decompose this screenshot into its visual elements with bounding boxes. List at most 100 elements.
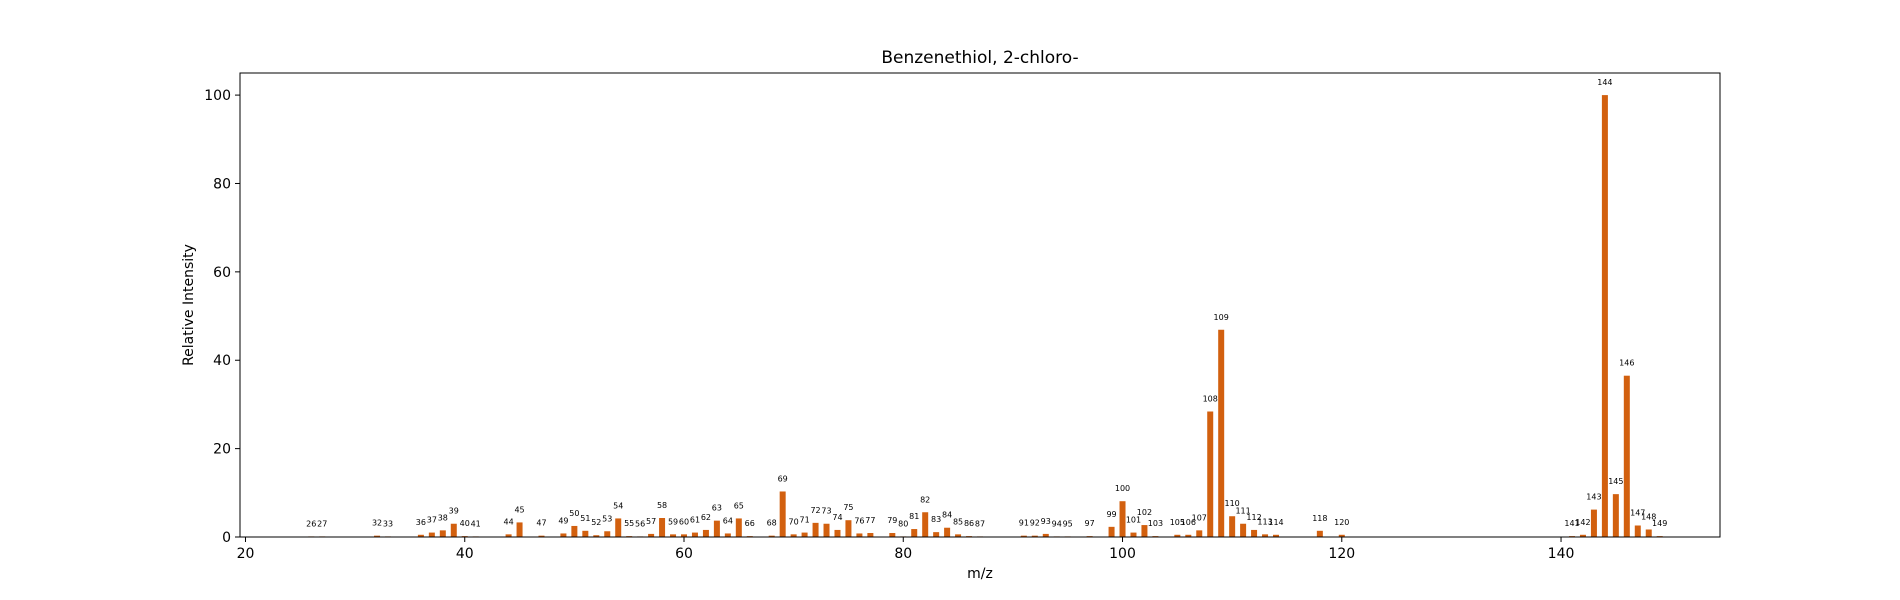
bar-mz-57 bbox=[648, 533, 655, 537]
peak-label-106: 106 bbox=[1181, 518, 1196, 527]
bar-mz-144 bbox=[1601, 95, 1608, 537]
bar-mz-71 bbox=[801, 532, 808, 537]
peak-label-68: 68 bbox=[767, 519, 777, 528]
bar-mz-50 bbox=[571, 525, 578, 537]
peak-label-81: 81 bbox=[909, 512, 919, 521]
bar-mz-99 bbox=[1108, 526, 1115, 537]
bar-mz-111 bbox=[1240, 523, 1247, 537]
peak-label-77: 77 bbox=[865, 516, 875, 525]
peak-label-40: 40 bbox=[460, 519, 470, 528]
bar-mz-68 bbox=[768, 535, 775, 537]
peak-label-120: 120 bbox=[1334, 518, 1349, 527]
peak-label-143: 143 bbox=[1586, 493, 1601, 502]
peak-label-75: 75 bbox=[843, 503, 853, 512]
bar-mz-91 bbox=[1020, 535, 1027, 537]
peak-label-105: 105 bbox=[1170, 518, 1185, 527]
bar-mz-108 bbox=[1207, 411, 1214, 537]
peak-label-84: 84 bbox=[942, 511, 952, 520]
peak-label-93: 93 bbox=[1041, 517, 1051, 526]
bar-mz-107 bbox=[1196, 530, 1203, 537]
peak-label-45: 45 bbox=[514, 505, 524, 514]
bar-mz-47 bbox=[538, 535, 545, 537]
y-tick-label: 40 bbox=[213, 353, 231, 369]
peak-label-71: 71 bbox=[799, 516, 809, 525]
bar-mz-85 bbox=[955, 534, 962, 537]
peak-label-91: 91 bbox=[1019, 519, 1029, 528]
bar-mz-113 bbox=[1262, 534, 1269, 537]
bar-mz-83 bbox=[933, 532, 940, 537]
peak-label-55: 55 bbox=[624, 519, 634, 528]
x-tick-label: 60 bbox=[675, 546, 693, 562]
peak-label-62: 62 bbox=[701, 513, 711, 522]
bar-mz-146 bbox=[1623, 375, 1630, 537]
peak-label-147: 147 bbox=[1630, 509, 1645, 518]
x-tick-label: 140 bbox=[1548, 546, 1575, 562]
peak-label-33: 33 bbox=[383, 519, 393, 528]
bar-mz-82 bbox=[922, 512, 929, 537]
peak-label-72: 72 bbox=[810, 506, 820, 515]
peak-label-142: 142 bbox=[1575, 518, 1590, 527]
peak-label-145: 145 bbox=[1608, 477, 1623, 486]
bar-mz-49 bbox=[560, 533, 567, 537]
peak-label-65: 65 bbox=[734, 501, 744, 510]
peak-label-63: 63 bbox=[712, 504, 722, 513]
peak-label-50: 50 bbox=[569, 509, 579, 518]
bar-mz-120 bbox=[1338, 534, 1345, 537]
bar-mz-60 bbox=[681, 534, 687, 537]
peak-label-102: 102 bbox=[1137, 508, 1152, 517]
peak-label-52: 52 bbox=[591, 518, 601, 527]
peak-label-73: 73 bbox=[821, 507, 831, 516]
peak-label-92: 92 bbox=[1030, 519, 1040, 528]
bar-mz-61 bbox=[691, 532, 698, 537]
peak-label-60: 60 bbox=[679, 517, 689, 526]
bar-mz-54 bbox=[615, 518, 622, 537]
peak-label-94: 94 bbox=[1052, 519, 1062, 528]
bar-mz-114 bbox=[1273, 534, 1279, 537]
bar-mz-84 bbox=[944, 527, 951, 537]
peak-label-57: 57 bbox=[646, 517, 656, 526]
x-tick-label: 80 bbox=[894, 546, 912, 562]
bar-mz-51 bbox=[582, 530, 589, 537]
chart-title: Benzenethiol, 2-chloro- bbox=[881, 48, 1078, 68]
x-tick-label: 100 bbox=[1109, 546, 1136, 562]
bar-mz-100 bbox=[1119, 501, 1126, 537]
bar-mz-73 bbox=[823, 523, 830, 537]
peak-label-39: 39 bbox=[449, 507, 459, 516]
peak-label-54: 54 bbox=[613, 501, 623, 510]
bar-mz-58 bbox=[659, 518, 666, 537]
peak-label-66: 66 bbox=[745, 519, 755, 528]
peak-label-141: 141 bbox=[1564, 519, 1579, 528]
peak-label-97: 97 bbox=[1085, 519, 1095, 528]
peak-label-26: 26 bbox=[306, 519, 316, 528]
bar-mz-77 bbox=[867, 533, 874, 537]
peak-label-148: 148 bbox=[1641, 512, 1656, 521]
y-axis-label: Relative Intensity bbox=[181, 244, 197, 366]
bar-mz-145 bbox=[1612, 494, 1619, 537]
x-tick-label: 120 bbox=[1328, 546, 1355, 562]
peak-label-32: 32 bbox=[372, 519, 382, 528]
bar-mz-147 bbox=[1634, 525, 1641, 537]
y-tick-label: 80 bbox=[213, 176, 231, 192]
bar-mz-72 bbox=[812, 522, 819, 537]
bar-mz-102 bbox=[1141, 525, 1148, 537]
bar-mz-110 bbox=[1229, 516, 1236, 537]
peak-label-118: 118 bbox=[1312, 514, 1327, 523]
bar-mz-69 bbox=[779, 491, 786, 537]
peak-label-58: 58 bbox=[657, 501, 667, 510]
bar-mz-74 bbox=[834, 529, 841, 537]
peak-label-79: 79 bbox=[887, 516, 897, 525]
bar-mz-37 bbox=[428, 532, 435, 537]
peak-label-44: 44 bbox=[503, 517, 513, 526]
peak-label-41: 41 bbox=[471, 519, 481, 528]
bar-mz-93 bbox=[1042, 533, 1049, 537]
peak-label-53: 53 bbox=[602, 514, 612, 523]
peak-label-83: 83 bbox=[931, 515, 941, 524]
peak-label-70: 70 bbox=[789, 517, 799, 526]
peak-label-110: 110 bbox=[1225, 499, 1240, 508]
bar-mz-105 bbox=[1174, 534, 1181, 537]
peak-label-80: 80 bbox=[898, 519, 908, 528]
bar-mz-112 bbox=[1251, 529, 1258, 537]
bar-mz-143 bbox=[1590, 509, 1597, 537]
